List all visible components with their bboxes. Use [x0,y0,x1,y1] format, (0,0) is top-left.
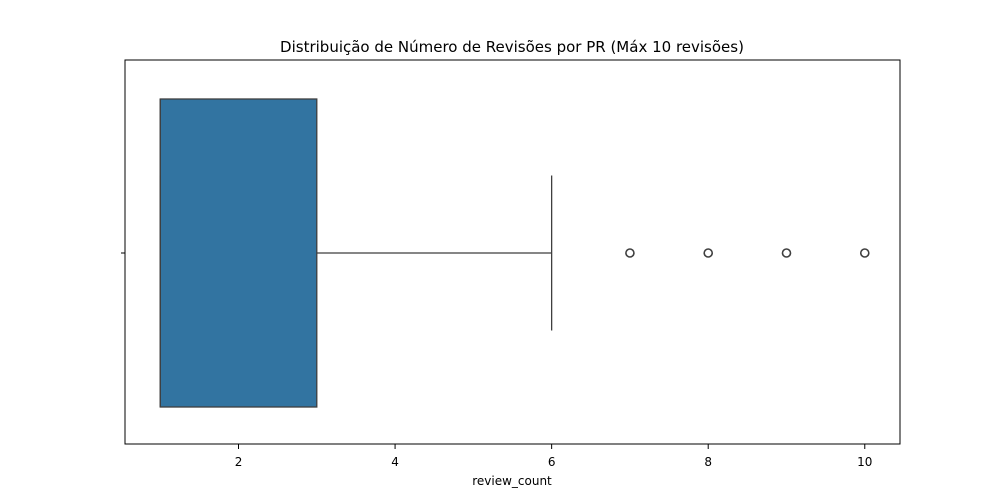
x-tick-label: 10 [857,455,872,469]
iqr-box [159,98,318,408]
plot-frame [124,59,901,445]
x-tick-label: 8 [704,455,712,469]
x-axis-label: review_count [472,474,552,488]
x-axis: 2 4 6 8 10 [121,59,901,469]
outlier-point [703,248,714,258]
outlier-point [625,248,635,258]
outlier-point [781,248,792,258]
x-tick-label: 6 [548,455,556,469]
x-tick-label: 2 [235,455,243,469]
chart-title: Distribuição de Número de Revisões por P… [280,38,744,56]
plot-area [159,98,870,408]
x-tick-label: 4 [391,455,399,469]
outlier-point [859,248,870,258]
